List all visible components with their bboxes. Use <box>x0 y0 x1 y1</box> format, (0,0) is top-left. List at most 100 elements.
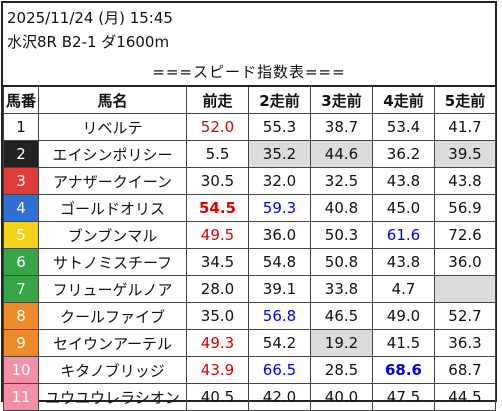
speed-index-cell: 50.3 <box>310 221 373 249</box>
speed-index-cell: 43.8 <box>372 248 435 276</box>
speed-index-cell: 45.0 <box>372 194 435 222</box>
horse-number-badge: 5 <box>3 221 39 249</box>
col-header-3rd: 3走前 <box>310 85 373 114</box>
horse-name: ブンブンマル <box>38 221 187 249</box>
race-datetime: 2025/11/24 (月) 15:45 <box>7 9 173 27</box>
speed-index-cell: 49.0 <box>372 302 435 330</box>
speed-index-cell: 36.0 <box>248 221 311 249</box>
horse-name: セイウンアーテル <box>38 329 187 357</box>
speed-index-cell: 35.0 <box>186 302 249 330</box>
table-row: 8 クールファイブ 35.0 56.8 46.5 49.0 52.7 <box>3 302 496 330</box>
speed-index-cell: 59.3 <box>248 194 311 222</box>
speed-index-cell <box>434 275 496 303</box>
table-row: 7 フリューゲルノア 28.0 39.1 33.8 4.7 <box>3 275 496 303</box>
speed-index-cell: 46.5 <box>310 302 373 330</box>
horse-name: リベルテ <box>38 113 187 141</box>
speed-index-cell: 43.9 <box>186 356 249 384</box>
speed-index-cell: 43.8 <box>372 167 435 195</box>
horse-number-badge: 1 <box>3 113 39 141</box>
speed-index-cell: 66.5 <box>248 356 311 384</box>
section-title: ===スピード指数表=== <box>152 63 346 81</box>
table-row: 10 キタノブリッジ 43.9 66.5 28.5 68.6 68.7 <box>3 356 496 384</box>
col-header-last: 前走 <box>186 85 249 114</box>
horse-number-badge: 10 <box>3 356 39 384</box>
table-row: 9 セイウンアーテル 49.3 54.2 19.2 41.5 36.3 <box>3 329 496 357</box>
speed-index-cell: 56.9 <box>434 194 496 222</box>
speed-index-cell: 32.5 <box>310 167 373 195</box>
speed-index-cell: 55.3 <box>248 113 311 141</box>
speed-index-cell: 33.8 <box>310 275 373 303</box>
speed-index-cell: 49.3 <box>186 329 249 357</box>
speed-index-table: 馬番 馬名 前走 2走前 3走前 4走前 5走前 1 リベルテ 52.0 55.3 38… <box>3 85 496 411</box>
speed-index-cell: 47.5 <box>372 383 435 411</box>
speed-index-cell: 41.5 <box>372 329 435 357</box>
speed-index-cell: 43.8 <box>434 167 496 195</box>
speed-index-cell: 19.2 <box>310 329 373 357</box>
speed-index-cell: 28.0 <box>186 275 249 303</box>
speed-index-cell: 32.0 <box>248 167 311 195</box>
horse-number-badge: 4 <box>3 194 39 222</box>
horse-name: ゴールドオリス <box>38 194 187 222</box>
speed-index-cell: 68.6 <box>372 356 435 384</box>
speed-index-cell: 39.5 <box>434 140 496 168</box>
speed-index-cell: 53.4 <box>372 113 435 141</box>
table-row: 3 アナザークイーン 30.5 32.0 32.5 43.8 43.8 <box>3 167 496 195</box>
table-row: 6 サトノミスチーフ 34.5 54.8 50.8 43.8 36.0 <box>3 248 496 276</box>
horse-name: フリューゲルノア <box>38 275 187 303</box>
speed-index-cell: 52.0 <box>186 113 249 141</box>
table-row: 2 エイシンポリシー 5.5 35.2 44.6 36.2 39.5 <box>3 140 496 168</box>
speed-index-cell: 40.5 <box>186 383 249 411</box>
horse-name: クールファイブ <box>38 302 187 330</box>
horse-number-badge: 6 <box>3 248 39 276</box>
horse-name: エイシンポリシー <box>38 140 187 168</box>
speed-index-cell: 35.2 <box>248 140 311 168</box>
speed-index-cell: 36.0 <box>434 248 496 276</box>
horse-name: ユウユウレラシオン <box>38 383 187 411</box>
table-row: 1 リベルテ 52.0 55.3 38.7 53.4 41.7 <box>3 113 496 141</box>
horse-number-badge: 9 <box>3 329 39 357</box>
table-row: 11 ユウユウレラシオン 40.5 42.0 40.0 47.5 44.5 <box>3 383 496 411</box>
horse-number-badge: 8 <box>3 302 39 330</box>
horse-number-badge: 7 <box>3 275 39 303</box>
speed-index-cell: 52.7 <box>434 302 496 330</box>
col-header-horse: 馬名 <box>38 85 187 114</box>
speed-index-cell: 36.3 <box>434 329 496 357</box>
speed-index-cell: 42.0 <box>248 383 311 411</box>
speed-index-cell: 72.6 <box>434 221 496 249</box>
speed-index-cell: 38.7 <box>310 113 373 141</box>
speed-index-cell: 68.7 <box>434 356 496 384</box>
speed-index-cell: 40.0 <box>310 383 373 411</box>
speed-index-cell: 49.5 <box>186 221 249 249</box>
horse-name: アナザークイーン <box>38 167 187 195</box>
speed-index-cell: 56.8 <box>248 302 311 330</box>
col-header-4th: 4走前 <box>372 85 435 114</box>
col-header-number: 馬番 <box>3 85 39 114</box>
speed-index-cell: 34.5 <box>186 248 249 276</box>
horse-name: サトノミスチーフ <box>38 248 187 276</box>
horse-number-badge: 3 <box>3 167 39 195</box>
speed-index-cell: 39.1 <box>248 275 311 303</box>
speed-index-cell: 44.6 <box>310 140 373 168</box>
speed-index-cell: 5.5 <box>186 140 249 168</box>
table-row: 5 ブンブンマル 49.5 36.0 50.3 61.6 72.6 <box>3 221 496 249</box>
speed-index-cell: 30.5 <box>186 167 249 195</box>
horse-number-badge: 11 <box>3 383 39 411</box>
header-row: 馬番 馬名 前走 2走前 3走前 4走前 5走前 <box>3 85 496 114</box>
race-info: 水沢8R B2-1 ダ1600m <box>7 33 170 51</box>
col-header-5th: 5走前 <box>434 85 496 114</box>
col-header-2nd: 2走前 <box>248 85 311 114</box>
speed-index-cell: 4.7 <box>372 275 435 303</box>
speed-index-cell: 36.2 <box>372 140 435 168</box>
speed-index-cell: 54.5 <box>186 194 249 222</box>
horse-number-badge: 2 <box>3 140 39 168</box>
horse-name: キタノブリッジ <box>38 356 187 384</box>
speed-index-cell: 44.5 <box>434 383 496 411</box>
table-row: 4 ゴールドオリス 54.5 59.3 40.8 45.0 56.9 <box>3 194 496 222</box>
speed-index-cell: 54.2 <box>248 329 311 357</box>
speed-index-cell: 28.5 <box>310 356 373 384</box>
speed-index-cell: 54.8 <box>248 248 311 276</box>
speed-index-cell: 40.8 <box>310 194 373 222</box>
speed-index-cell: 61.6 <box>372 221 435 249</box>
speed-index-cell: 50.8 <box>310 248 373 276</box>
